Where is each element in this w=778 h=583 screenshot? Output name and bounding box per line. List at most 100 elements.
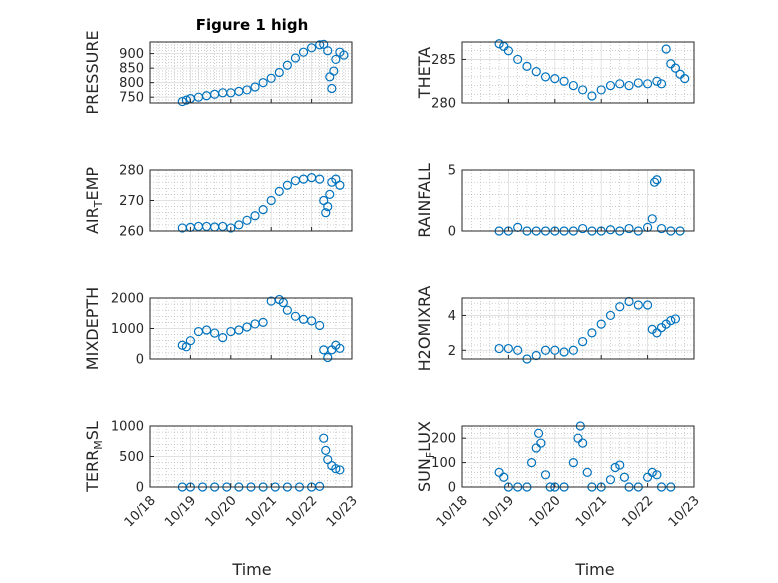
data-point bbox=[605, 475, 616, 485]
data-point bbox=[615, 460, 625, 470]
data-point bbox=[278, 297, 288, 308]
data-point bbox=[642, 300, 653, 310]
data-point bbox=[531, 443, 541, 453]
data-point bbox=[234, 325, 244, 335]
data-point bbox=[533, 428, 544, 438]
data-point bbox=[323, 46, 333, 56]
data-point bbox=[666, 59, 676, 69]
y-tick-label: 800 bbox=[119, 76, 144, 91]
data-point bbox=[499, 41, 509, 51]
data-point bbox=[578, 85, 588, 95]
data-point bbox=[578, 336, 588, 347]
data-point bbox=[335, 343, 345, 353]
data-point bbox=[315, 40, 325, 50]
data-point bbox=[315, 174, 325, 184]
y-tick-label: 0 bbox=[136, 481, 144, 496]
data-point bbox=[573, 433, 583, 443]
data-point bbox=[185, 336, 195, 346]
data-point bbox=[615, 302, 625, 312]
x-tick-label: 10/23 bbox=[666, 493, 703, 530]
data-point bbox=[331, 464, 341, 474]
data-point bbox=[559, 76, 569, 86]
panel-3: 260 270 280 AIRTEMP bbox=[83, 164, 353, 240]
y-axis-label: PRESSURE bbox=[83, 30, 102, 114]
panel-7: 0 500 1000 TERRMSL 10/18 10/19 10/20 10/21 10/22… bbox=[83, 420, 361, 531]
data-point bbox=[649, 177, 660, 187]
data-point bbox=[274, 186, 284, 196]
x-tick-label: 10/22 bbox=[619, 493, 656, 530]
y-tick-label: 850 bbox=[119, 62, 144, 77]
data-point bbox=[325, 189, 335, 199]
data-point bbox=[522, 61, 532, 72]
data-point bbox=[494, 467, 504, 477]
data-point bbox=[335, 465, 345, 475]
y-tick-label: 900 bbox=[119, 47, 144, 62]
x-axis-label-right: Time bbox=[574, 560, 614, 579]
data-point bbox=[656, 223, 667, 234]
data-point bbox=[582, 467, 592, 477]
x-tick-label: 10/18 bbox=[122, 493, 159, 530]
data-point bbox=[335, 180, 345, 190]
data-point bbox=[531, 67, 541, 77]
data-point bbox=[319, 433, 329, 443]
data-point bbox=[647, 214, 657, 224]
data-point bbox=[323, 352, 333, 363]
data-point bbox=[250, 82, 260, 92]
data-point bbox=[210, 328, 220, 338]
data-point bbox=[652, 175, 662, 185]
data-point bbox=[218, 221, 228, 232]
data-point bbox=[266, 195, 276, 206]
data-point bbox=[177, 340, 187, 350]
data-point bbox=[218, 333, 228, 343]
data-point bbox=[201, 221, 212, 232]
data-point bbox=[568, 345, 578, 355]
data-point bbox=[177, 96, 187, 107]
data-point bbox=[290, 311, 301, 321]
data-point bbox=[652, 76, 662, 86]
data-point bbox=[307, 43, 317, 53]
y-tick-label: 280 bbox=[431, 97, 456, 112]
y-tick-label: 4 bbox=[448, 309, 456, 324]
data-point bbox=[578, 223, 588, 234]
x-tick-label: 10/20 bbox=[527, 493, 564, 530]
y-axis-label: TERRMSL bbox=[83, 421, 105, 493]
data-point bbox=[647, 467, 657, 477]
data-point bbox=[531, 350, 541, 361]
data-point bbox=[540, 72, 551, 82]
data-point bbox=[290, 53, 301, 63]
data-point bbox=[242, 215, 252, 225]
x-tick-label: 10/23 bbox=[324, 493, 361, 530]
data-point bbox=[540, 345, 551, 355]
data-point bbox=[290, 176, 301, 186]
data-point bbox=[587, 91, 597, 101]
data-point bbox=[503, 343, 513, 354]
panel-6: 2 4 H2OMIXRA bbox=[415, 286, 695, 371]
data-point bbox=[652, 328, 662, 338]
data-point bbox=[633, 78, 643, 88]
data-point bbox=[559, 347, 569, 357]
x-tick-label: 10/22 bbox=[283, 493, 320, 530]
y-tick-label: 500 bbox=[119, 450, 144, 465]
y-tick-label: 280 bbox=[119, 164, 144, 179]
data-point bbox=[242, 85, 252, 95]
y-tick-label: 200 bbox=[431, 432, 456, 447]
x-tick-label: 10/18 bbox=[434, 493, 471, 530]
data-point bbox=[624, 223, 634, 234]
data-point bbox=[266, 73, 276, 83]
data-point bbox=[339, 50, 349, 60]
data-point bbox=[550, 73, 560, 84]
data-point bbox=[226, 223, 236, 233]
axes-box bbox=[461, 169, 695, 232]
data-point bbox=[666, 316, 676, 326]
data-point bbox=[670, 314, 681, 324]
data-point bbox=[307, 316, 317, 326]
data-point bbox=[234, 86, 244, 96]
y-tick-label: 2000 bbox=[111, 292, 144, 307]
data-point bbox=[619, 472, 630, 482]
axes-box bbox=[461, 297, 695, 360]
data-point bbox=[499, 472, 509, 482]
data-point bbox=[319, 345, 329, 355]
axes-box bbox=[461, 41, 695, 104]
